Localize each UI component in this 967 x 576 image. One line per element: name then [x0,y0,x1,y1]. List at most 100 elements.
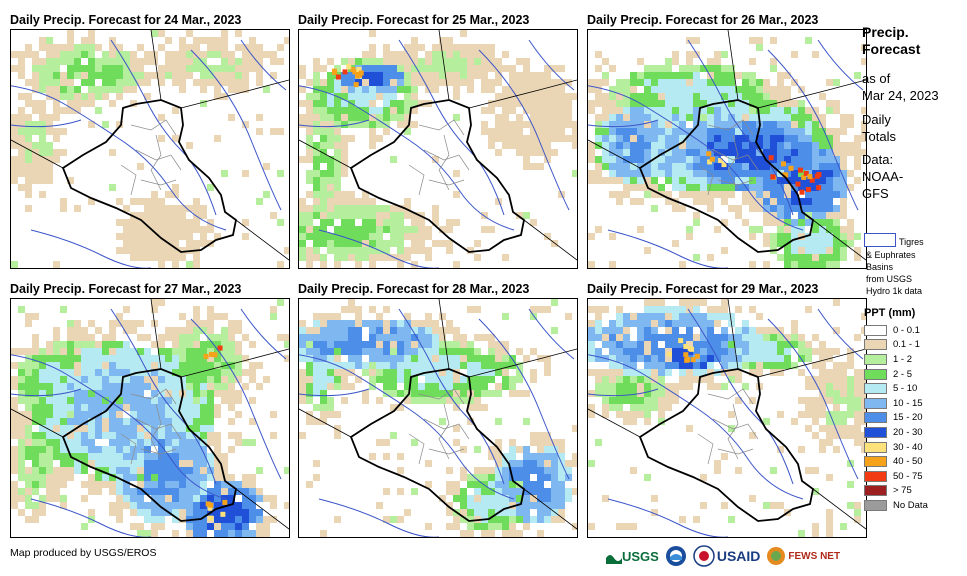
precip-cell [172,474,179,481]
precip-cell [516,495,523,502]
precip-cell [270,306,277,313]
river-basin-line [240,39,287,91]
heavy-precip-cell [205,501,211,507]
precip-cell [616,376,623,383]
precip-cell [644,397,651,404]
precip-cell [137,233,144,240]
precip-cell [805,198,812,205]
precip-cell [320,198,327,205]
precip-cell [558,439,565,446]
precip-cell [123,376,130,383]
precip-cell [67,362,74,369]
precip-cell [595,51,602,58]
precip-cell [728,184,735,191]
precip-cell [144,418,151,425]
precip-cell [397,341,404,348]
precip-cell [418,320,425,327]
precip-cell [397,114,404,121]
precip-cell [235,58,242,65]
precip-cell [214,516,221,523]
precip-cell [327,205,334,212]
precip-cell [95,44,102,51]
precip-cell [840,247,847,254]
precip-cell [172,254,179,261]
precip-cell [812,226,819,233]
admin-boundary [428,448,465,455]
precip-cell [651,86,658,93]
precip-cell [137,495,144,502]
precip-cell [249,37,256,44]
precip-cell [200,348,207,355]
precip-cell [798,212,805,219]
precip-cell [39,418,46,425]
precip-cell [397,453,404,460]
precip-cell [158,362,165,369]
precip-cell [798,233,805,240]
precip-cell [109,432,116,439]
precip-cell [644,383,651,390]
precip-cell [700,334,707,341]
precip-cell [137,320,144,327]
data-label-2: NOAA- [862,169,904,184]
precip-cell [658,142,665,149]
precip-cell [481,86,488,93]
precip-cell [686,142,693,149]
precip-cell [826,348,833,355]
precip-cell [327,348,334,355]
precip-cell [200,37,207,44]
precip-cell [383,128,390,135]
precip-cell [397,86,404,93]
precip-cell [172,481,179,488]
precip-cell [770,114,777,121]
precip-cell [840,212,847,219]
precip-cell [313,320,320,327]
precip-cell [411,348,418,355]
precip-cell [376,219,383,226]
precip-cell [474,502,481,509]
precip-cell [805,348,812,355]
precip-cell [700,93,707,100]
precip-cell [551,516,558,523]
precip-cell [847,114,854,121]
precip-cell [186,240,193,247]
precip-cell [39,404,46,411]
precip-cell [658,390,665,397]
precip-cell [679,191,686,198]
precip-cell [425,58,432,65]
precip-cell [144,212,151,219]
precip-cell [158,114,165,121]
precip-cell [320,341,327,348]
precip-cell [235,432,242,439]
precip-cell [158,439,165,446]
precip-cell [109,376,116,383]
precip-cell [763,121,770,128]
precip-cell [595,390,602,397]
precip-cell [172,530,179,537]
precip-cell [404,100,411,107]
precip-cell [369,334,376,341]
precip-cell [495,341,502,348]
neighbor-border [11,299,289,530]
precip-cell [637,355,644,362]
precip-cell [151,467,158,474]
forecast-panel-29: Daily Precip. Forecast for 29 Mar., 2023 [587,280,877,548]
precip-cell [207,397,214,404]
precip-cell [221,170,228,177]
forecast-panel-25: Daily Precip. Forecast for 25 Mar., 2023 [298,11,588,279]
precip-cell [158,79,165,86]
precip-cell [102,79,109,86]
precip-cell [207,341,214,348]
precip-cell [186,30,193,37]
precip-cell [551,135,558,142]
precip-cell [67,37,74,44]
precip-cell [805,261,812,268]
precip-cell [284,334,289,341]
precip-cell [362,390,369,397]
precip-cell [193,523,200,530]
precip-cell [572,488,577,495]
precip-cell [327,219,334,226]
precip-cell [32,79,39,86]
river-basin-line [588,388,659,397]
precip-cell [158,418,165,425]
precip-cell [735,177,742,184]
